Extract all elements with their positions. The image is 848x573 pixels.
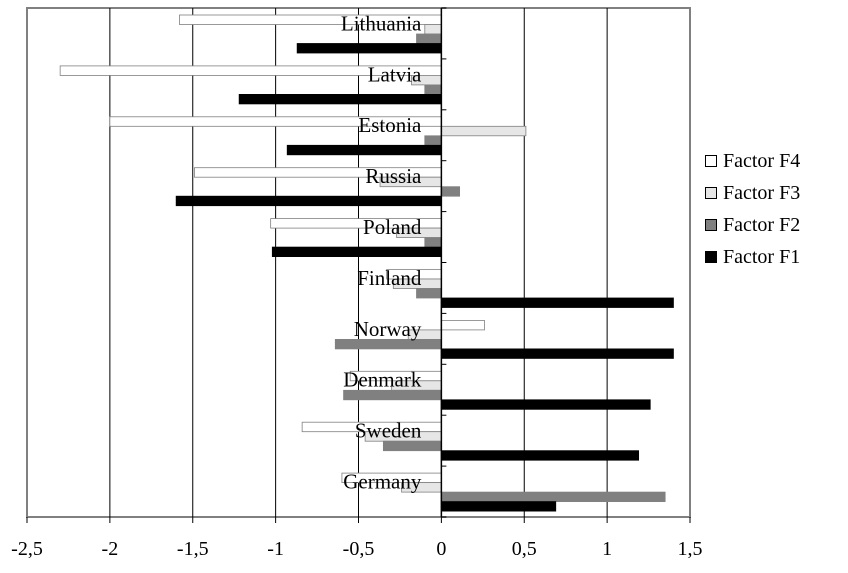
x-tick-label: -2 xyxy=(102,538,119,560)
bar xyxy=(296,43,442,54)
x-tick-label: 1,5 xyxy=(678,538,703,560)
bar xyxy=(271,246,442,258)
category-label: Germany xyxy=(343,469,422,493)
legend-swatch-f3 xyxy=(705,187,717,199)
bar xyxy=(440,319,485,331)
legend-label-f4: Factor F4 xyxy=(723,149,801,172)
bar xyxy=(238,94,442,105)
bar xyxy=(440,125,527,137)
bar xyxy=(440,399,651,410)
category-label: Denmark xyxy=(343,368,422,392)
bar xyxy=(440,297,674,308)
category-label: Poland xyxy=(363,215,422,239)
legend-item-f4: Factor F4 xyxy=(705,145,800,177)
category-label: Latvia xyxy=(368,62,422,86)
bar xyxy=(343,389,442,401)
bar xyxy=(440,450,640,461)
x-tick-label: 1 xyxy=(602,538,612,560)
legend-label-f3: Factor F3 xyxy=(723,181,801,204)
bar xyxy=(286,144,442,156)
category-label: Russia xyxy=(365,164,422,188)
x-tick-label: -2,5 xyxy=(11,538,43,560)
legend-swatch-f1 xyxy=(705,251,717,263)
legend-swatch-f4 xyxy=(705,155,717,167)
legend: Factor F4 Factor F3 Factor F2 Factor F1 xyxy=(705,145,800,273)
category-label: Finland xyxy=(357,266,422,290)
x-tick-label: 0,5 xyxy=(512,538,537,560)
bar xyxy=(440,186,461,197)
x-tick-label: -1,5 xyxy=(177,538,209,560)
bar xyxy=(382,440,442,452)
x-tick-label: -0,5 xyxy=(343,538,375,560)
legend-item-f3: Factor F3 xyxy=(705,177,800,209)
x-tick-label: 0 xyxy=(436,538,446,560)
bar xyxy=(440,491,666,503)
bar xyxy=(440,501,557,512)
x-tick-label: -1 xyxy=(267,538,284,560)
bar xyxy=(416,288,442,299)
bar xyxy=(424,237,442,248)
bar xyxy=(416,33,442,44)
category-label: Norway xyxy=(354,317,422,341)
bar xyxy=(424,135,442,146)
legend-item-f2: Factor F2 xyxy=(705,209,800,241)
bar xyxy=(424,24,442,35)
bar xyxy=(440,348,674,359)
legend-swatch-f2 xyxy=(705,219,717,231)
bar xyxy=(424,84,442,95)
legend-label-f1: Factor F1 xyxy=(723,245,801,268)
bar xyxy=(334,338,442,350)
category-label: Lithuania xyxy=(341,11,422,35)
legend-label-f2: Factor F2 xyxy=(723,213,801,236)
legend-item-f1: Factor F1 xyxy=(705,241,800,273)
category-label: Sweden xyxy=(355,419,422,443)
bar xyxy=(175,195,442,207)
category-label: Estonia xyxy=(358,113,422,137)
